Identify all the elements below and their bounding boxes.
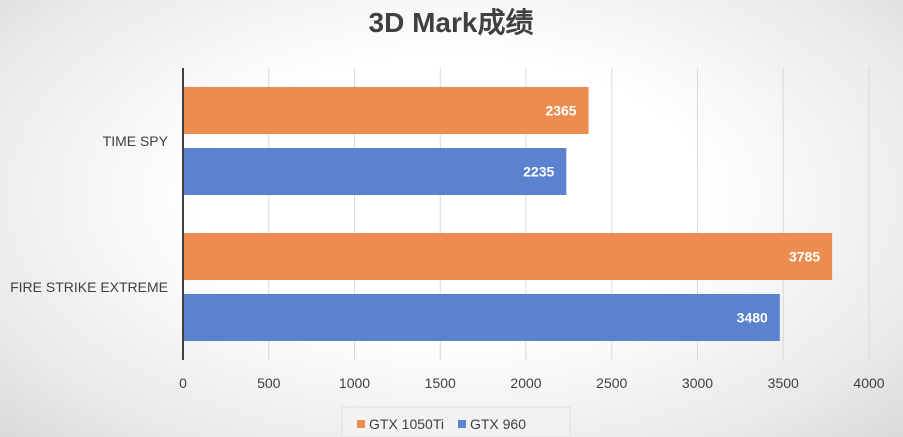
data-label: 3480 <box>737 310 768 326</box>
legend-swatch <box>357 420 365 428</box>
x-tick-label: 3000 <box>682 375 713 391</box>
legend-label: GTX 1050Ti <box>369 416 444 432</box>
chart-title: 3D Mark成绩 <box>369 7 534 38</box>
x-tick-label: 1000 <box>339 375 370 391</box>
x-tick-label: 0 <box>179 375 187 391</box>
x-tick-label: 4000 <box>853 375 884 391</box>
bar <box>184 87 589 134</box>
category-label: FIRE STRIKE EXTREME <box>10 279 168 295</box>
data-label: 2365 <box>545 103 576 119</box>
data-label: 3785 <box>789 249 820 265</box>
x-tick-label: 3500 <box>768 375 799 391</box>
x-tick-label: 2000 <box>510 375 541 391</box>
x-tick-label: 1500 <box>425 375 456 391</box>
x-tick-label: 2500 <box>596 375 627 391</box>
legend-box <box>341 406 571 437</box>
category-label: TIME SPY <box>103 133 169 149</box>
bar <box>184 233 833 280</box>
bar <box>184 294 780 341</box>
data-label: 2235 <box>523 164 554 180</box>
legend-swatch <box>457 420 466 428</box>
x-tick-label: 500 <box>257 375 281 391</box>
legend: GTX 1050Ti GTX 960 <box>357 416 526 432</box>
bar <box>184 148 567 195</box>
legend-label: GTX 960 <box>470 416 526 432</box>
